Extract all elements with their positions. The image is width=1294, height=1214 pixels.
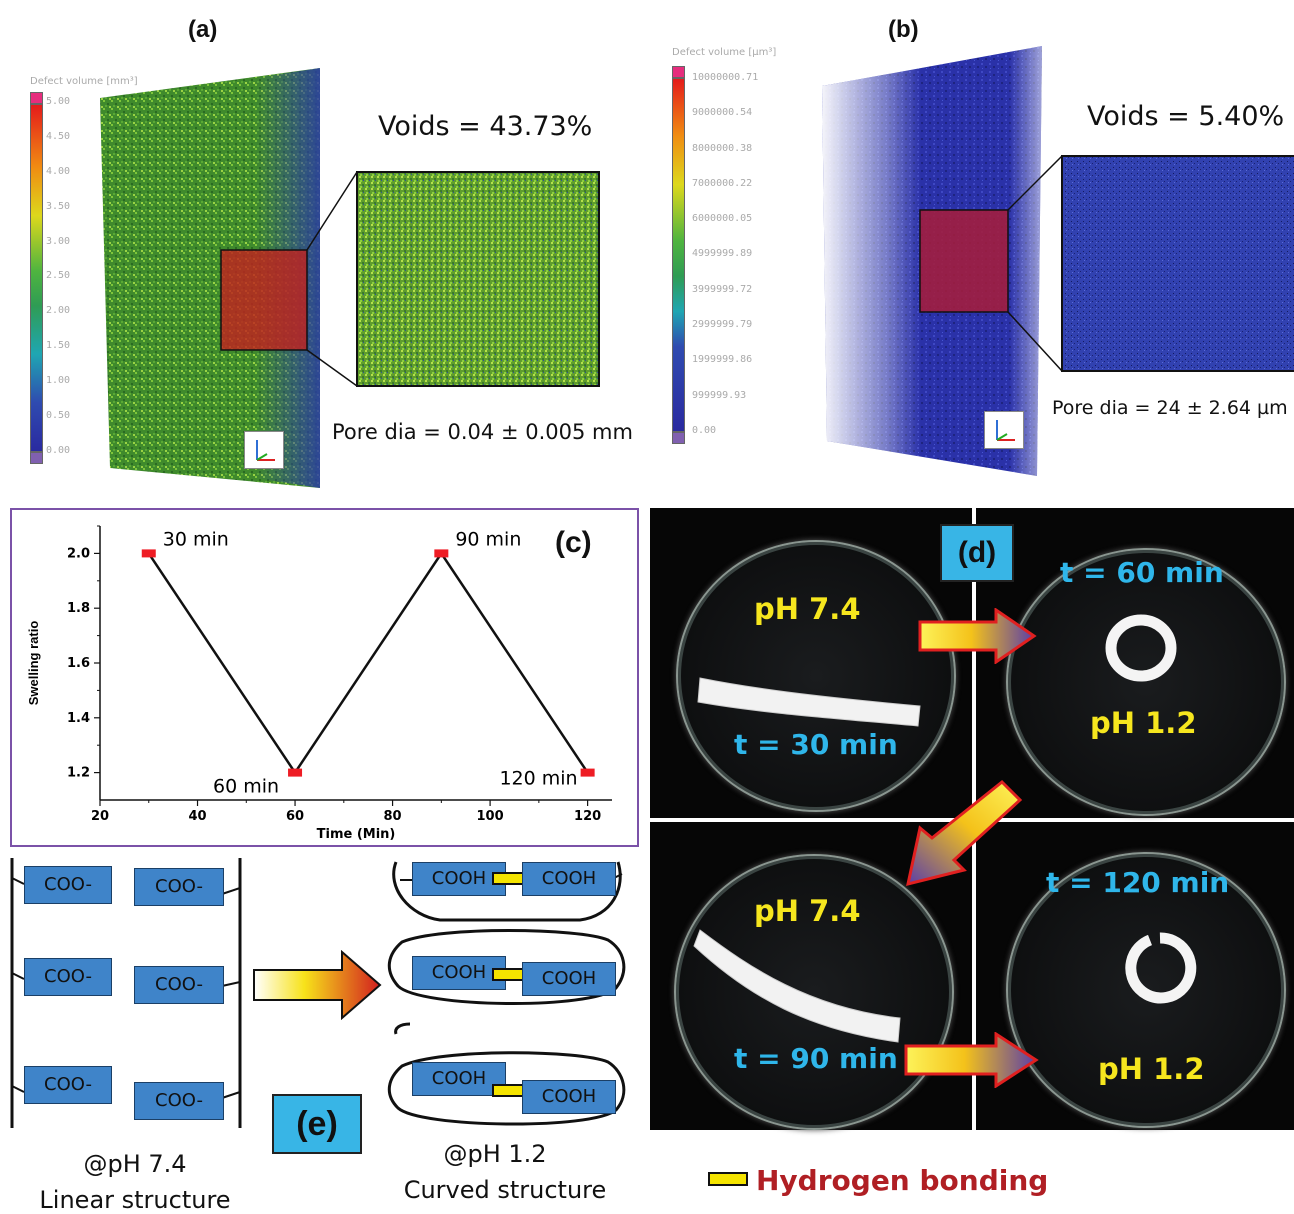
hydrogel-ring-1 [1105, 614, 1177, 682]
panel-a-axes-icon [244, 431, 284, 469]
q2-ph: pH 1.2 [1090, 706, 1197, 740]
panel-b-colorbar-ticks: 10000000.71 9000000.54 8000000.38 700000… [692, 72, 759, 436]
panel-a-colorbar-title: Defect volume [mm³] [30, 76, 138, 87]
cooh-group: COOH [522, 1080, 616, 1114]
left-caption-structure: Linear structure [39, 1186, 231, 1214]
panel-e-label: (e) [272, 1094, 362, 1154]
xyz-axes-icon [996, 420, 1015, 441]
coo-group: COO- [134, 1082, 224, 1120]
arrow-down-left [906, 779, 1023, 887]
q1-time: t = 30 min [734, 728, 898, 761]
panel-a-pore-diameter: Pore dia = 0.04 ± 0.005 mm [332, 420, 633, 444]
legend-label: Hydrogen bonding [756, 1164, 1049, 1197]
swelling-ratio-chart: 20 40 60 80 100 120 1.2 1.4 1.6 1.8 2.0 Time (Min) S… [26, 525, 612, 842]
cooh-group: COOH [522, 862, 616, 896]
coo-group: COO- [134, 868, 224, 906]
y-tick-label: 1.6 [67, 656, 90, 671]
coo-group: COO- [24, 958, 112, 996]
hydrogen-bond [492, 968, 526, 981]
panel-b-voids: Voids = 5.40% [1087, 101, 1285, 132]
q3-ph: pH 7.4 [754, 894, 861, 928]
y-tick-label: 1.8 [67, 601, 90, 616]
q1-ph: pH 7.4 [754, 592, 861, 626]
cooh-group: COOH [412, 956, 506, 990]
panel-a-ct-render [100, 68, 600, 488]
q4-ph: pH 1.2 [1098, 1052, 1205, 1086]
panel-b-colorbar-title: Defect volume [µm³] [672, 47, 777, 58]
point-label: 90 min [455, 528, 521, 550]
x-axis-label: Time (Min) [317, 827, 396, 842]
q3-time: t = 90 min [734, 1042, 898, 1075]
right-caption-ph: @pH 1.2 [443, 1140, 547, 1168]
point-label: 30 min [163, 528, 229, 550]
x-tick-label: 100 [477, 809, 504, 824]
petri-dish-1 [676, 540, 956, 812]
petri-dish-2 [1006, 548, 1286, 816]
xyz-axes-icon [256, 440, 275, 461]
coo-group: COO- [24, 1066, 112, 1104]
x-tick-label: 20 [91, 809, 109, 824]
x-tick-label: 40 [188, 809, 206, 824]
data-point [580, 768, 595, 777]
right-caption-structure: Curved structure [403, 1176, 607, 1204]
cooh-group: COOH [522, 962, 616, 996]
hydrogen-bond [492, 872, 526, 885]
hydrogen-bond [492, 1084, 526, 1097]
point-label: 60 min [213, 776, 279, 798]
data-point [434, 549, 449, 558]
panel-a-label: (a) [188, 16, 218, 43]
data-point [288, 768, 303, 777]
panel-d-label: (d) [940, 524, 1014, 582]
panel-c-frame [10, 508, 639, 847]
hydrogel-strip-2 [693, 929, 901, 1043]
cooh-group: COOH [412, 1062, 506, 1096]
panel-a-colorbar [30, 92, 43, 464]
panel-a-colorbar-ticks: 5.00 4.50 4.00 3.50 3.00 2.50 2.00 1.50 … [46, 96, 71, 456]
arrow-right-bottom [904, 1032, 1039, 1088]
swelling-line [147, 551, 589, 775]
panel-b-colorbar [672, 66, 685, 444]
point-label: 120 min [499, 768, 577, 790]
chart-axes: 20 40 60 80 100 120 1.2 1.4 1.6 1.8 2.0 Time (Min) S… [26, 525, 612, 842]
panel-b-label: (b) [888, 16, 919, 43]
coo-group: COO- [24, 866, 112, 904]
panel-e-schematic: COO- COO- COO- COO- COO- COO- COOH COOH … [0, 858, 640, 1158]
panel-b-ct-render [822, 46, 1294, 476]
hydrogel-strip-1 [697, 677, 921, 727]
legend-swatch [708, 1172, 748, 1186]
cooh-group: COOH [412, 862, 506, 896]
hydrogel-ring-2 [1125, 932, 1197, 1004]
y-tick-label: 1.2 [67, 766, 90, 781]
y-tick-label: 1.4 [67, 711, 90, 726]
arrow-linear-to-curved [253, 950, 382, 1020]
panel-b-axes-icon [984, 411, 1024, 449]
x-tick-label: 60 [286, 809, 304, 824]
q2-time: t = 60 min [1060, 556, 1224, 589]
chart-marks: 30 min 60 min 90 min 120 min [141, 528, 595, 798]
panel-a-voids: Voids = 43.73% [378, 111, 593, 142]
x-tick-label: 80 [384, 809, 402, 824]
left-caption-ph: @pH 7.4 [83, 1150, 187, 1178]
y-axis-label: Swelling ratio [26, 621, 41, 706]
arrow-right-top [918, 608, 1037, 664]
q4-time: t = 120 min [1046, 866, 1230, 899]
petri-dish-3 [674, 854, 954, 1130]
y-tick-label: 2.0 [67, 546, 90, 561]
data-point [141, 549, 156, 558]
x-tick-label: 120 [574, 809, 601, 824]
panel-d-photo-grid: pH 7.4 t = 30 min t = 60 min pH 1.2 pH 7… [650, 508, 1294, 1130]
panel-b-pore-diameter: Pore dia = 24 ± 2.64 µm [1052, 397, 1288, 419]
coo-group: COO- [134, 966, 224, 1004]
panel-c-label: (c) [555, 526, 592, 559]
